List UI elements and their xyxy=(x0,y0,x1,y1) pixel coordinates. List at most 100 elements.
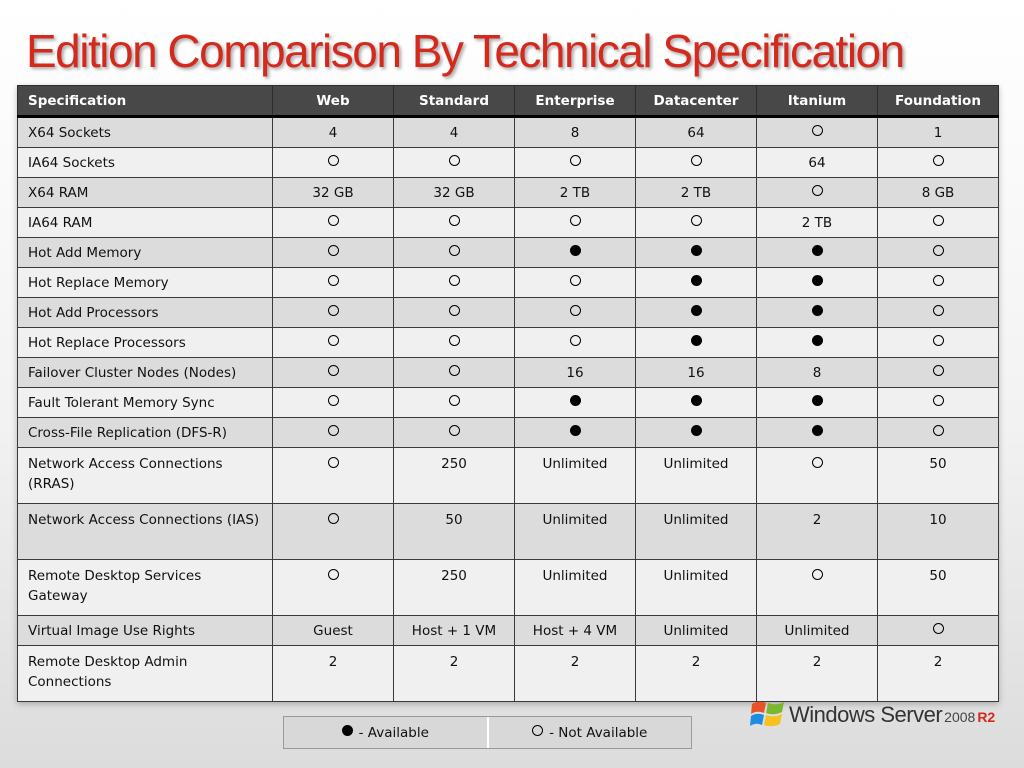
open-circle-icon xyxy=(532,725,544,736)
table-cell xyxy=(272,357,394,388)
open-circle-icon xyxy=(448,275,460,286)
table-cell xyxy=(272,447,394,504)
table-row: Hot Add Processors xyxy=(17,297,999,328)
open-circle-icon xyxy=(811,185,823,196)
table-cell xyxy=(393,327,515,358)
table-cell: 2 TB xyxy=(635,177,757,208)
column-header: Specification xyxy=(17,85,273,118)
filled-circle-icon xyxy=(811,305,823,316)
table-cell xyxy=(272,297,394,328)
table-cell xyxy=(514,207,636,238)
table-body: X64 Sockets 4 4 8 64 1 IA64 Sockets 64 X64 RAM 32… xyxy=(17,116,999,702)
table-cell: Unlimited xyxy=(514,447,636,504)
table-cell xyxy=(393,417,515,448)
legend-not-available-label: - Not Available xyxy=(549,724,648,741)
table-cell xyxy=(393,147,515,178)
open-circle-icon xyxy=(932,245,944,256)
table-cell xyxy=(272,267,394,298)
table-cell xyxy=(514,237,636,268)
table-cell xyxy=(393,267,515,298)
table-cell: 2 xyxy=(877,645,999,702)
table-cell xyxy=(635,207,757,238)
table-cell xyxy=(393,297,515,328)
table-cell: 32 GB xyxy=(272,177,394,208)
open-circle-icon xyxy=(811,125,823,136)
table-cell xyxy=(877,417,999,448)
table-cell: 8 xyxy=(514,116,636,148)
table-cell: Unlimited xyxy=(514,559,636,616)
open-circle-icon xyxy=(448,335,460,346)
table-cell: Unlimited xyxy=(635,503,757,560)
table-cell: Guest xyxy=(272,615,394,646)
table-cell xyxy=(635,147,757,178)
row-label: Hot Add Processors xyxy=(17,297,273,328)
table-cell xyxy=(877,207,999,238)
filled-circle-icon xyxy=(341,725,353,736)
open-circle-icon xyxy=(932,395,944,406)
table-cell xyxy=(877,387,999,418)
table-cell xyxy=(756,237,878,268)
table-cell: 2 xyxy=(514,645,636,702)
table-row: Hot Replace Memory xyxy=(17,267,999,298)
table-cell: 50 xyxy=(393,503,515,560)
table-cell xyxy=(877,297,999,328)
open-circle-icon xyxy=(327,512,339,524)
table-row: Hot Add Memory xyxy=(17,237,999,268)
table-cell: 2 xyxy=(272,645,394,702)
table-cell: 16 xyxy=(635,357,757,388)
row-label: IA64 RAM xyxy=(17,207,273,238)
table-cell: 32 GB xyxy=(393,177,515,208)
open-circle-icon xyxy=(448,305,460,316)
table-row: Fault Tolerant Memory Sync xyxy=(17,387,999,418)
filled-circle-icon xyxy=(690,275,702,286)
table-row: Cross-File Replication (DFS-R) xyxy=(17,417,999,448)
row-label: Remote Desktop Admin Connections xyxy=(17,645,273,702)
table-cell xyxy=(877,147,999,178)
column-header: Datacenter xyxy=(635,85,757,118)
open-circle-icon xyxy=(327,215,339,226)
row-label: Hot Add Memory xyxy=(17,237,273,268)
comparison-table: Specification Web Standard Enterprise Datace… xyxy=(17,85,999,702)
column-header: Itanium xyxy=(756,85,878,118)
table-cell xyxy=(514,327,636,358)
row-label: Fault Tolerant Memory Sync xyxy=(17,387,273,418)
open-circle-icon xyxy=(327,365,339,376)
open-circle-icon xyxy=(932,155,944,166)
table-cell: 10 xyxy=(877,503,999,560)
table-row: IA64 Sockets 64 xyxy=(17,147,999,178)
open-circle-icon xyxy=(932,623,944,634)
table-cell xyxy=(393,237,515,268)
header-row: Specification Web Standard Enterprise Datace… xyxy=(17,85,999,118)
table-row: X64 Sockets 4 4 8 64 1 xyxy=(17,116,999,148)
table-cell xyxy=(877,357,999,388)
table-cell xyxy=(756,297,878,328)
open-circle-icon xyxy=(448,215,460,226)
filled-circle-icon xyxy=(811,335,823,346)
filled-circle-icon xyxy=(690,245,702,256)
table-cell: 250 xyxy=(393,559,515,616)
table-cell: Host + 4 VM xyxy=(514,615,636,646)
open-circle-icon xyxy=(327,305,339,316)
open-circle-icon xyxy=(569,215,581,226)
table-header: Specification Web Standard Enterprise Datace… xyxy=(17,85,999,118)
open-circle-icon xyxy=(327,456,339,468)
table-row: Network Access Connections (RRAS) 250 Unli… xyxy=(17,447,999,504)
table-cell: 4 xyxy=(393,116,515,148)
legend-available: - Available xyxy=(284,717,487,748)
page-title: Edition Comparison By Technical Specific… xyxy=(26,25,905,77)
table-cell: Unlimited xyxy=(635,447,757,504)
filled-circle-icon xyxy=(690,305,702,316)
table-cell: Host + 1 VM xyxy=(393,615,515,646)
filled-circle-icon xyxy=(690,395,702,406)
table-cell: 2 xyxy=(756,503,878,560)
table-cell xyxy=(635,327,757,358)
row-label: Remote Desktop Services Gateway xyxy=(17,559,273,616)
filled-circle-icon xyxy=(811,245,823,256)
open-circle-icon xyxy=(569,305,581,316)
filled-circle-icon xyxy=(811,425,823,436)
open-circle-icon xyxy=(448,365,460,376)
windows-flag-icon xyxy=(750,701,784,727)
table-cell: 2 TB xyxy=(756,207,878,238)
column-header: Foundation xyxy=(877,85,999,118)
open-circle-icon xyxy=(327,568,339,580)
